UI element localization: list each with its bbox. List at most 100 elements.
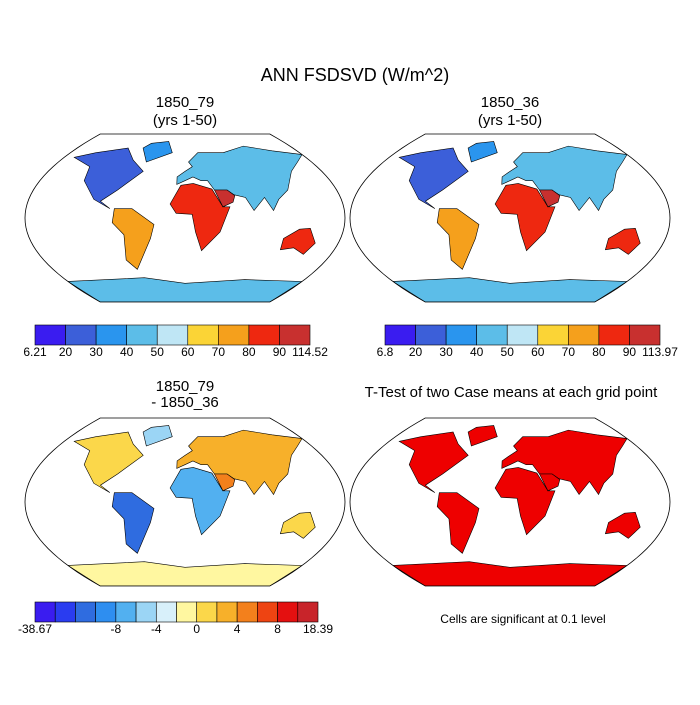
continent [604,227,641,255]
continent [176,429,303,496]
panel-title: 1850_79 [156,94,214,111]
panel-title: T-Test of two Case means at each grid po… [365,384,658,401]
panel-title: 1850_79 [156,378,214,395]
continent [539,189,561,208]
colorbar-label: -38.67 [18,622,52,636]
colorbar-label: 8 [274,622,281,636]
colorbar-box [155,601,177,623]
panel-title: 1850_36 [481,94,539,111]
continent [279,227,316,255]
continent [391,277,629,302]
continent [73,431,144,493]
continent [436,208,480,270]
continent [436,492,480,554]
colorbar-label: 113.97 [642,345,678,359]
panel-title: (yrs 1-50) [478,112,542,129]
map [25,418,345,586]
continent [398,431,469,493]
colorbar-label: 70 [212,345,226,359]
colorbar-box [65,324,97,346]
colorbar-box [248,324,280,346]
colorbar-box [277,601,299,623]
colorbar-label: 40 [470,345,484,359]
map-outline [24,417,346,587]
colorbar-label: 6.8 [377,345,394,359]
continent [279,511,316,539]
colorbar-label: 90 [273,345,287,359]
continent [214,473,236,492]
continent [169,467,231,536]
continent [398,147,469,209]
colorbar-label: -4 [151,622,162,636]
colorbar-label: 60 [531,345,545,359]
panel-title: - 1850_36 [151,394,219,411]
colorbar-box [34,324,66,346]
colorbar-box [568,324,600,346]
colorbar-box [415,324,447,346]
map [350,418,670,586]
map [25,134,345,302]
colorbar-label: 70 [562,345,576,359]
continent [467,141,498,163]
colorbar-label: -8 [111,622,122,636]
continent [501,145,628,212]
colorbar-label: 18.39 [303,622,333,636]
continent [142,141,173,163]
colorbar-label: 80 [592,345,606,359]
continent [494,467,556,536]
map-outline [24,133,346,303]
colorbar-box [445,324,477,346]
colorbar-box [216,601,238,623]
colorbar-box [384,324,416,346]
colorbar-box [297,601,319,623]
colorbar-label: 0 [193,622,200,636]
colorbar-box [156,324,189,346]
map-outline [349,417,671,587]
map-outline [349,133,671,303]
colorbar-label: 50 [151,345,165,359]
colorbar-box [115,601,137,623]
continent [169,183,231,252]
colorbar-box [476,324,508,346]
continent [111,492,155,554]
colorbar-box [629,324,661,346]
continent [214,189,236,208]
map [350,134,670,302]
colorbar-box [236,601,258,623]
continent [539,473,561,492]
colorbar-box [218,324,250,346]
colorbar-label: 40 [120,345,134,359]
colorbar-label: 20 [59,345,73,359]
colorbar-box [537,324,569,346]
colorbar-box [257,601,278,623]
continent [66,277,304,302]
continent [73,147,144,209]
continent [142,425,173,447]
colorbar-label: 50 [501,345,515,359]
colorbar-box [187,324,219,346]
colorbar-label: 60 [181,345,195,359]
colorbar-box [506,324,539,346]
colorbar-label: 90 [623,345,637,359]
continent [66,561,304,586]
continent [391,561,629,586]
colorbar-label: 114.52 [292,345,328,359]
colorbar-box [95,324,127,346]
figure-title: ANN FSDSVD (W/m^2) [261,65,449,85]
colorbar-box [54,601,76,623]
colorbar-label: 6.21 [23,345,47,359]
continent [494,183,556,252]
colorbar-label: 20 [409,345,423,359]
colorbar-box [598,324,630,346]
colorbar-box [95,601,117,623]
continent [111,208,155,270]
continent [604,511,641,539]
colorbar-box [126,324,158,346]
continent [501,429,628,496]
colorbar-label: 30 [439,345,453,359]
continent [176,145,303,212]
panel-title: (yrs 1-50) [153,112,217,129]
colorbar-label: 30 [89,345,103,359]
colorbar-label: 4 [234,622,241,636]
